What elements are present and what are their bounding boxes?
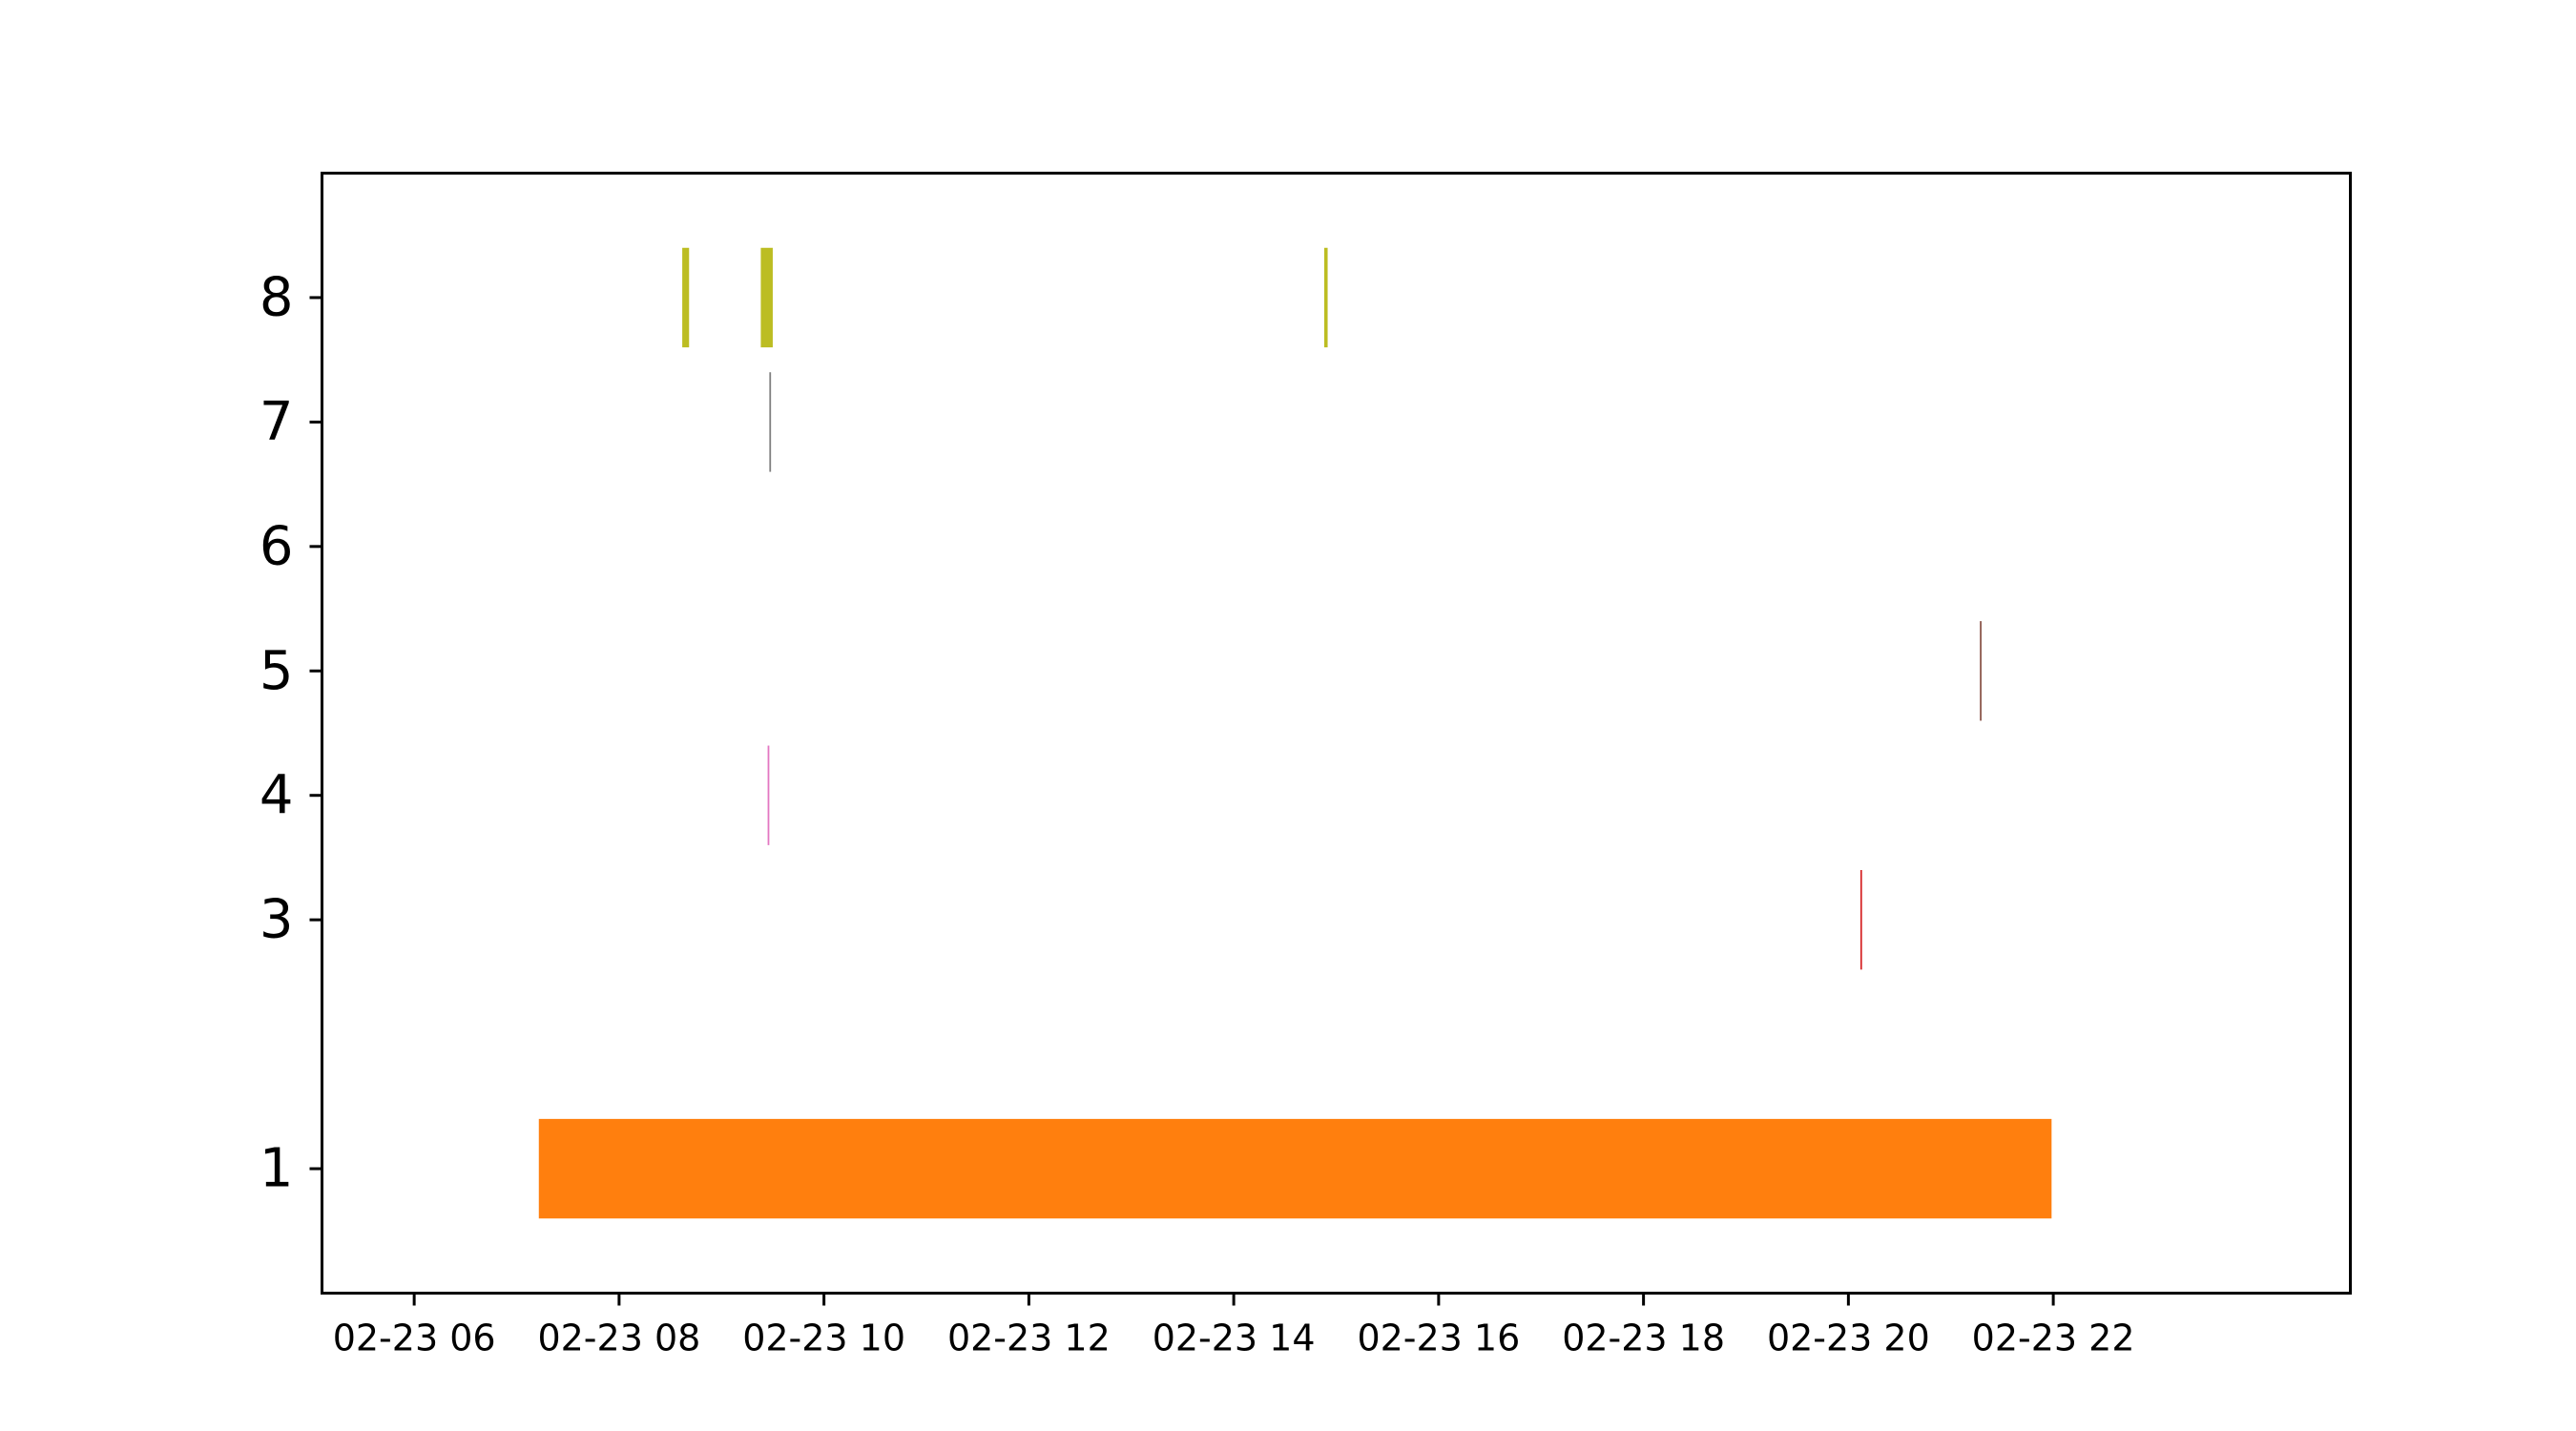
bar-row-5-interval-1 [1980, 621, 1982, 721]
bar-row-3-interval-1 [1859, 869, 1862, 970]
bar-row-4-interval-1 [767, 745, 770, 845]
y-tick-label-5: 5 [260, 640, 294, 702]
y-tick-label-7: 7 [260, 391, 294, 453]
x-tick-label-2: 02-23 08 [537, 1317, 700, 1359]
x-tick-label-8: 02-23 20 [1767, 1317, 1930, 1359]
x-tick-label-3: 02-23 10 [742, 1317, 905, 1359]
y-tick-label-4: 4 [260, 764, 294, 826]
x-tick-label-5: 02-23 14 [1153, 1317, 1316, 1359]
y-tick-label-1: 1 [260, 1138, 294, 1200]
x-axis: 02-23 06 02-23 08 02-23 10 02-23 12 02-23 14… [333, 1293, 2135, 1359]
x-tick-label-7: 02-23 18 [1562, 1317, 1725, 1359]
x-tick-label-4: 02-23 12 [947, 1317, 1111, 1359]
x-tick-label-9: 02-23 22 [1972, 1317, 2135, 1359]
y-tick-label-3: 3 [260, 889, 294, 951]
bar-row-8-interval-3 [1323, 247, 1328, 348]
x-tick-label-6: 02-23 16 [1357, 1317, 1520, 1359]
plot-frame [321, 172, 2352, 1295]
y-axis: 1 3 4 5 6 7 8 [260, 266, 322, 1200]
y-tick-label-6: 6 [260, 515, 294, 577]
chart-marks [538, 247, 2052, 1219]
x-tick-label-1: 02-23 06 [333, 1317, 496, 1359]
bar-row-8-interval-2 [760, 247, 773, 348]
bar-row-7-interval-1 [769, 372, 772, 472]
bar-row-1-interval-1 [538, 1118, 2052, 1219]
bar-row-8-interval-1 [682, 247, 690, 348]
y-tick-label-8: 8 [260, 266, 294, 328]
